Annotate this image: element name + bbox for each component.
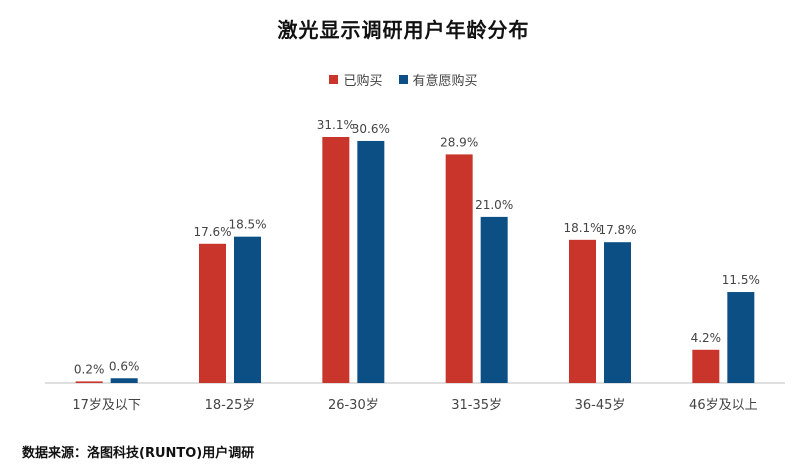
- legend-swatch-purchased: [329, 75, 339, 84]
- bar-purchased-5: [692, 349, 720, 383]
- bar-purchased-4: [569, 239, 596, 383]
- data-label-intend-3: 21.0%: [475, 198, 513, 212]
- data-label-purchased-3: 28.9%: [440, 135, 478, 149]
- bar-purchased-2: [322, 137, 350, 383]
- data-label-intend-5: 11.5%: [722, 273, 760, 287]
- bar-intend-3: [480, 216, 508, 383]
- legend-item-purchased: 已购买: [329, 70, 383, 89]
- bar-intend-5: [727, 292, 755, 383]
- bar-purchased-1: [199, 243, 226, 383]
- bar-intend-2: [357, 140, 385, 383]
- data-label-purchased-4: 18.1%: [563, 221, 601, 235]
- source-note: 数据来源：洛图科技(RUNTO)用户调研: [22, 446, 255, 461]
- legend-swatch-intend: [398, 75, 408, 84]
- data-label-purchased-2: 31.1%: [317, 118, 355, 132]
- x-tick-label-1: 18-25岁: [205, 398, 256, 413]
- data-label-intend-4: 17.8%: [598, 223, 636, 237]
- x-tick-label-0: 17岁及以下: [72, 398, 141, 413]
- x-tick-label-4: 36-45岁: [575, 398, 626, 413]
- bar-purchased-0: [75, 381, 103, 383]
- data-label-intend-0: 0.6%: [109, 359, 140, 373]
- data-label-purchased-0: 0.2%: [74, 362, 105, 376]
- x-tick-label-3: 31-35岁: [451, 398, 502, 413]
- bar-intend-1: [234, 236, 261, 383]
- x-tick-label-5: 46岁及以上: [689, 398, 758, 413]
- data-label-purchased-1: 17.6%: [193, 225, 231, 239]
- legend: 已购买 有意愿购买: [0, 70, 807, 89]
- bar-purchased-3: [445, 154, 473, 383]
- data-label-intend-2: 30.6%: [352, 122, 390, 136]
- bar-intend-4: [604, 242, 631, 383]
- x-tick-label-2: 26-30岁: [328, 398, 379, 413]
- legend-item-intend: 有意愿购买: [398, 70, 478, 89]
- data-label-purchased-5: 4.2%: [691, 331, 722, 345]
- legend-label-intend: 有意愿购买: [412, 74, 478, 89]
- bar-intend-0: [110, 378, 138, 383]
- chart-title: 激光显示调研用户年龄分布: [277, 18, 530, 42]
- data-label-intend-1: 18.5%: [228, 218, 266, 232]
- legend-label-purchased: 已购买: [343, 74, 383, 89]
